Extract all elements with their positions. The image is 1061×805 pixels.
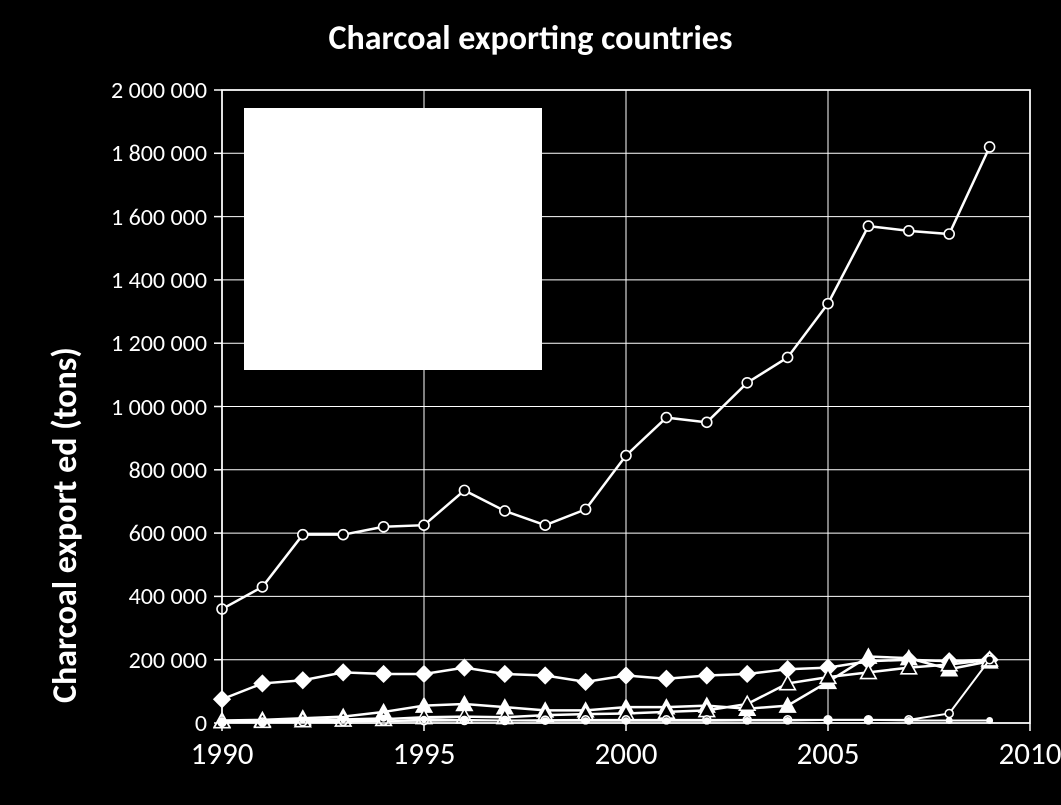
marker-open-circle: [581, 504, 591, 514]
marker-open-circle: [379, 522, 389, 532]
marker-open-circle: [338, 530, 348, 540]
marker-diamond: [253, 674, 271, 692]
marker-open-circle: [945, 710, 953, 718]
marker-diamond: [415, 665, 433, 683]
marker-open-circle: [621, 451, 631, 461]
marker-dot: [421, 716, 428, 723]
y-tick-label: 1 000 000: [77, 393, 207, 422]
marker-diamond: [617, 666, 635, 684]
marker-diamond: [455, 659, 473, 677]
marker-open-circle: [419, 520, 429, 530]
marker-open-circle: [298, 530, 308, 540]
marker-open-circle: [904, 226, 914, 236]
x-tick-label: 2000: [595, 735, 658, 773]
series-line-series-diamond: [222, 660, 990, 700]
y-tick-label: 1 400 000: [77, 266, 207, 295]
marker-dot: [380, 715, 387, 722]
legend-box: [244, 108, 542, 370]
x-tick-label: 1990: [191, 735, 254, 773]
series-line-series-open-triangle: [222, 660, 990, 722]
marker-diamond: [334, 663, 352, 681]
y-tick-label: 1 600 000: [77, 203, 207, 232]
marker-open-circle: [863, 221, 873, 231]
marker-diamond: [698, 666, 716, 684]
marker-open-circle: [540, 520, 550, 530]
marker-open-circle: [823, 299, 833, 309]
marker-open-circle: [459, 485, 469, 495]
marker-open-circle: [742, 378, 752, 388]
chart-container: { "chart": { "type": "line", "title": "C…: [0, 0, 1061, 805]
marker-open-circle: [661, 413, 671, 423]
y-tick-label: 1 200 000: [77, 329, 207, 358]
series-line-series-triangle: [222, 657, 990, 721]
marker-open-circle: [783, 352, 793, 362]
marker-open-circle: [986, 656, 994, 664]
marker-diamond: [738, 665, 756, 683]
marker-open-circle: [257, 582, 267, 592]
y-tick-label: 1 800 000: [77, 139, 207, 168]
marker-dot: [340, 716, 347, 723]
marker-diamond: [375, 665, 393, 683]
x-tick-label: 1995: [393, 735, 456, 773]
y-tick-label: 400 000: [77, 582, 207, 611]
marker-diamond: [294, 671, 312, 689]
marker-open-circle: [985, 142, 995, 152]
y-tick-label: 200 000: [77, 646, 207, 675]
marker-diamond: [496, 665, 514, 683]
x-tick-label: 2005: [797, 735, 860, 773]
y-tick-label: 600 000: [77, 519, 207, 548]
marker-open-circle: [944, 229, 954, 239]
x-tick-label: 2010: [999, 735, 1061, 773]
marker-diamond: [536, 666, 554, 684]
marker-open-circle: [500, 506, 510, 516]
marker-triangle: [779, 696, 797, 712]
y-tick-label: 800 000: [77, 456, 207, 485]
y-tick-label: 0: [77, 709, 207, 738]
y-tick-label: 2 000 000: [77, 76, 207, 105]
marker-diamond: [657, 670, 675, 688]
marker-open-circle: [702, 417, 712, 427]
marker-diamond: [577, 673, 595, 691]
marker-triangle-open: [739, 696, 755, 710]
